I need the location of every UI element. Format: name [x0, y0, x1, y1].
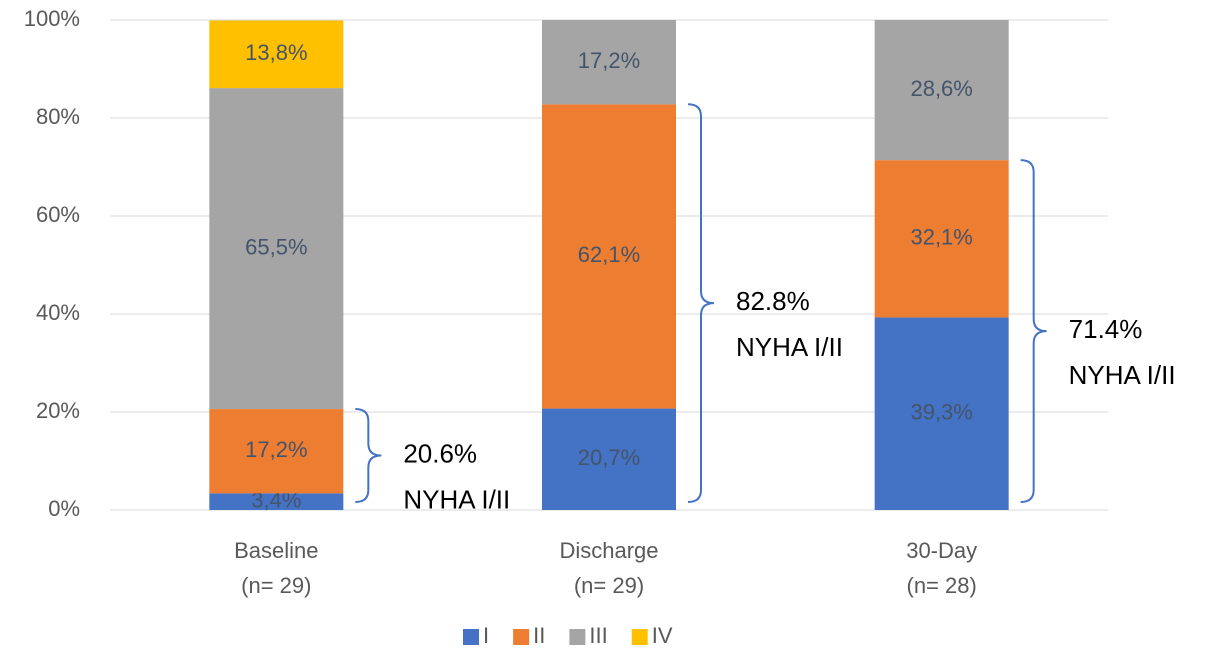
annotation: NYHA I/II — [403, 484, 510, 514]
x-tick-label: Discharge — [559, 538, 658, 563]
data-label: 39,3% — [910, 400, 972, 425]
bar-segment — [209, 88, 344, 410]
data-label: 17,2% — [245, 437, 307, 462]
y-tick-label: 100% — [24, 6, 80, 31]
x-tick-label: 30-Day — [906, 538, 977, 563]
legend-label: IV — [652, 623, 673, 648]
y-tick-label: 80% — [36, 104, 80, 129]
x-tick-label: (n= 29) — [241, 573, 311, 598]
y-tick-label: 60% — [36, 202, 80, 227]
brace — [687, 103, 715, 503]
bar-segment — [209, 20, 344, 89]
bar-segment — [874, 317, 1009, 510]
x-tick-label: (n= 28) — [907, 573, 977, 598]
data-label: 20,7% — [578, 445, 640, 470]
annotation: NYHA I/II — [736, 332, 843, 362]
brace — [1020, 159, 1047, 503]
legend-label: II — [533, 623, 545, 648]
legend-label: III — [589, 623, 607, 648]
data-label: 17,2% — [578, 48, 640, 73]
x-tick-label: Baseline — [234, 538, 318, 563]
annotation: 82.8% — [736, 286, 810, 316]
legend-swatch — [513, 629, 530, 645]
bar-segment — [209, 493, 344, 510]
legend-label: I — [483, 623, 489, 648]
brace — [355, 408, 382, 503]
bar-segment — [542, 408, 676, 510]
y-tick-label: 0% — [48, 496, 80, 521]
legend-swatch — [631, 629, 648, 645]
data-label: 62,1% — [578, 242, 640, 267]
bar-segment — [874, 20, 1009, 161]
bar-segment — [874, 160, 1009, 318]
data-label: 65,5% — [245, 234, 307, 259]
legend-swatch — [569, 629, 586, 645]
data-label: 28,6% — [910, 76, 972, 101]
annotation: 71.4% — [1069, 314, 1143, 344]
data-label: 13,8% — [245, 40, 307, 65]
bar-segment — [209, 409, 344, 494]
bar-segment — [542, 104, 676, 409]
x-tick-label: (n= 29) — [574, 573, 644, 598]
annotation: NYHA I/II — [1069, 360, 1176, 390]
legend-swatch — [463, 629, 479, 645]
data-label: 32,1% — [910, 225, 972, 250]
annotation: 20.6% — [403, 438, 477, 468]
y-tick-label: 40% — [36, 300, 80, 325]
bar-segment — [542, 20, 676, 105]
y-tick-label: 20% — [36, 398, 80, 423]
